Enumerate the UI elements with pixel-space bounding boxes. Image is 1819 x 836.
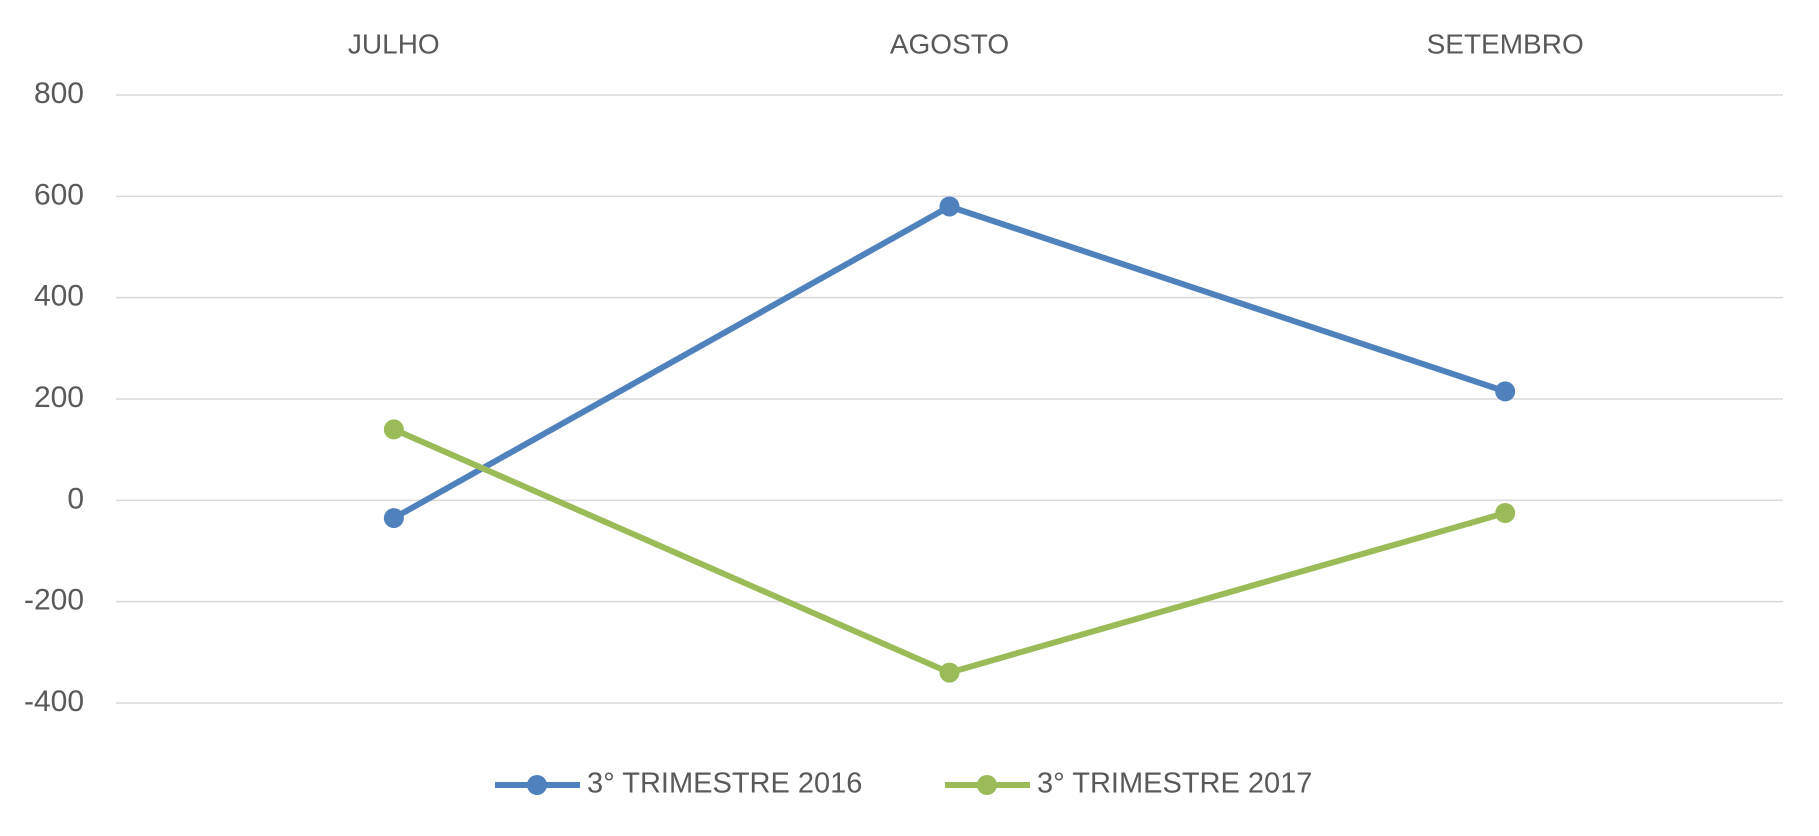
y-tick-label: 0 bbox=[67, 482, 84, 515]
legend-marker bbox=[977, 775, 997, 795]
x-tick-label: JULHO bbox=[348, 28, 440, 59]
data-point bbox=[939, 196, 960, 217]
data-point bbox=[939, 662, 960, 683]
legend-label: 3° TRIMESTRE 2017 bbox=[1037, 768, 1312, 800]
y-tick-label: -400 bbox=[24, 685, 84, 718]
legend-label: 3° TRIMESTRE 2016 bbox=[587, 768, 862, 800]
y-tick-label: 200 bbox=[34, 381, 84, 414]
data-point bbox=[1495, 381, 1516, 402]
data-point bbox=[1495, 503, 1516, 523]
y-tick-label: 800 bbox=[34, 77, 84, 110]
legend-marker bbox=[527, 775, 547, 795]
x-tick-label: AGOSTO bbox=[890, 28, 1009, 59]
series-line bbox=[392, 426, 1506, 676]
x-tick-label: SETEMBRO bbox=[1427, 28, 1584, 59]
y-tick-label: -200 bbox=[24, 584, 84, 617]
data-point bbox=[383, 508, 404, 529]
series-line bbox=[392, 203, 1507, 521]
y-tick-label: 600 bbox=[34, 178, 84, 211]
y-tick-label: 400 bbox=[34, 280, 84, 313]
data-point bbox=[383, 419, 404, 440]
